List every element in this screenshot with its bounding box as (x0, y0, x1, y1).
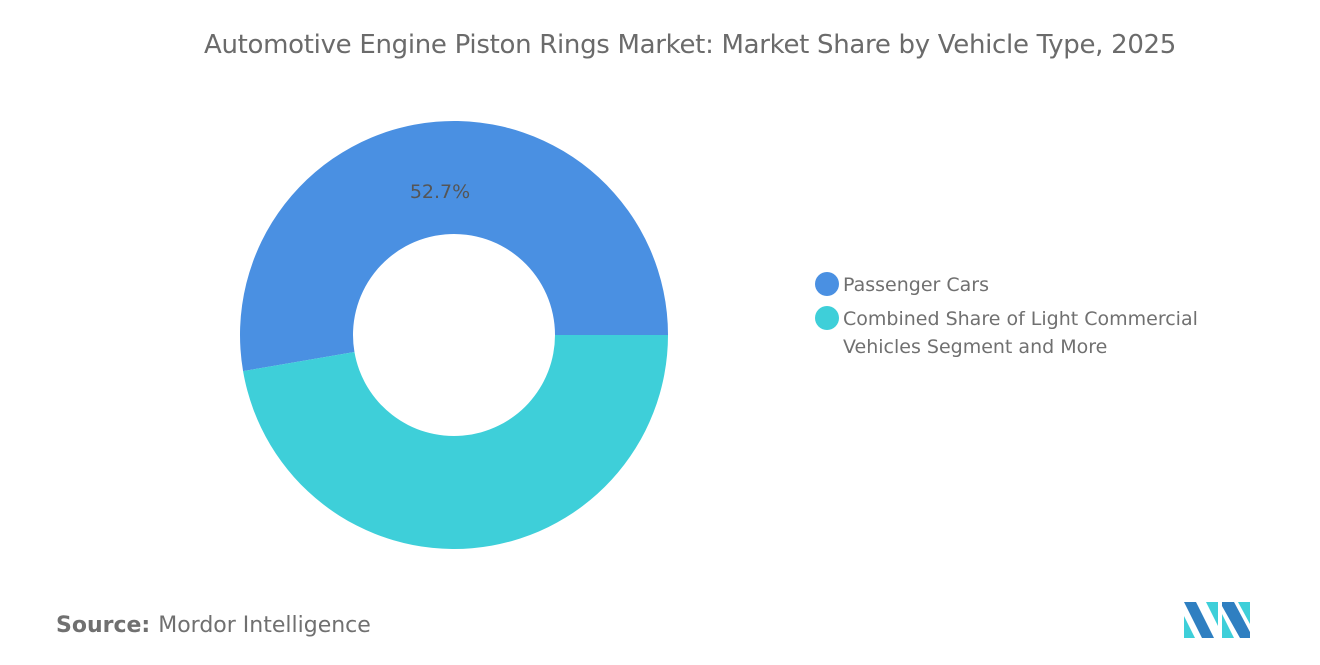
legend-item-1[interactable]: Combined Share of Light Commercial Vehic… (815, 305, 1245, 361)
source-label: Source: (56, 613, 151, 638)
source-note: Source: Mordor Intelligence (56, 613, 371, 638)
source-value: Mordor Intelligence (158, 613, 371, 638)
legend: Passenger Cars Combined Share of Light C… (815, 271, 1245, 367)
legend-swatch (815, 272, 839, 296)
donut-slice-0[interactable] (239, 121, 668, 372)
chart-title: Automotive Engine Piston Rings Market: M… (203, 30, 1177, 60)
donut-slice-1[interactable] (243, 335, 668, 550)
legend-label: Combined Share of Light Commercial Vehic… (843, 308, 1198, 358)
data-label-0: 52.7% (410, 181, 470, 203)
mordor-intelligence-logo (1184, 602, 1250, 638)
legend-item-0[interactable]: Passenger Cars (815, 271, 1245, 299)
legend-label: Passenger Cars (843, 274, 989, 296)
legend-swatch (815, 306, 839, 330)
